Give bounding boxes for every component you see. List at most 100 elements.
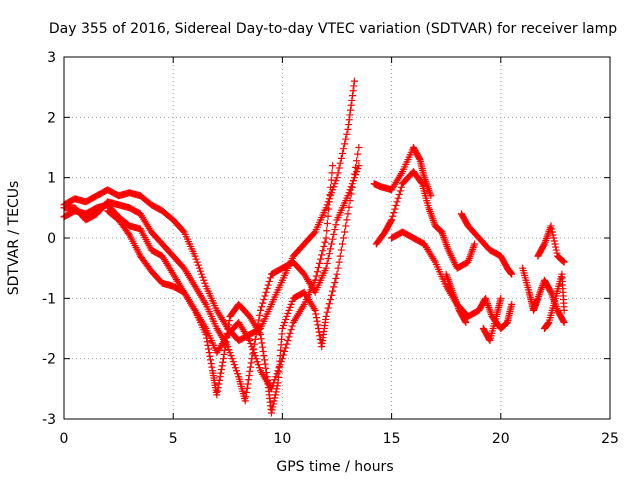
x-tick-label: 5 bbox=[169, 431, 178, 447]
data-point bbox=[255, 364, 263, 372]
data-point bbox=[317, 255, 325, 263]
data-point bbox=[355, 162, 363, 170]
data-point bbox=[313, 317, 321, 325]
data-point bbox=[336, 159, 344, 167]
data-point bbox=[336, 252, 344, 260]
data-point bbox=[203, 338, 211, 346]
data-point bbox=[355, 144, 363, 151]
data-point bbox=[271, 391, 279, 399]
data-point bbox=[549, 231, 557, 239]
data-point bbox=[342, 222, 350, 230]
data-point bbox=[213, 391, 221, 399]
data-point bbox=[269, 403, 277, 411]
data-point bbox=[225, 321, 233, 329]
data-point bbox=[288, 322, 296, 330]
data-point bbox=[205, 349, 213, 357]
data-point bbox=[415, 154, 423, 162]
data-point bbox=[256, 311, 264, 319]
data-point bbox=[244, 380, 252, 388]
data-point bbox=[198, 270, 206, 278]
data-point bbox=[560, 318, 568, 326]
data-point bbox=[252, 331, 260, 339]
data-point bbox=[229, 358, 237, 366]
data-point bbox=[273, 370, 281, 378]
data-point bbox=[225, 346, 233, 354]
data-point bbox=[249, 346, 257, 354]
data-point bbox=[217, 369, 225, 377]
data-point bbox=[350, 77, 358, 85]
data-point bbox=[560, 258, 568, 266]
data-point bbox=[278, 325, 286, 332]
data-point bbox=[325, 250, 333, 258]
data-point bbox=[338, 150, 346, 158]
data-point bbox=[246, 337, 254, 345]
data-point bbox=[288, 297, 296, 305]
data-point bbox=[219, 358, 227, 366]
data-point bbox=[334, 264, 342, 272]
data-point bbox=[387, 217, 395, 225]
data-point bbox=[471, 240, 479, 248]
data-point bbox=[254, 321, 262, 329]
data-point bbox=[276, 361, 284, 369]
data-point bbox=[397, 183, 405, 191]
data-point bbox=[335, 258, 343, 266]
data-point bbox=[261, 360, 269, 368]
data-point bbox=[219, 355, 227, 363]
data-point bbox=[347, 106, 355, 114]
data-point bbox=[350, 174, 358, 182]
data-point bbox=[322, 312, 330, 320]
data-point bbox=[332, 274, 340, 282]
data-point bbox=[258, 303, 266, 311]
data-point bbox=[392, 201, 400, 209]
data-point bbox=[333, 174, 341, 182]
data-point bbox=[324, 212, 332, 220]
data-point bbox=[258, 339, 266, 347]
data-point bbox=[343, 130, 351, 138]
data-point bbox=[332, 177, 340, 185]
data-point bbox=[245, 376, 253, 384]
data-point bbox=[331, 279, 339, 287]
y-tick-label: -1 bbox=[42, 291, 56, 307]
data-point bbox=[326, 245, 334, 253]
data-point bbox=[264, 281, 272, 289]
data-point bbox=[266, 274, 274, 282]
data-point bbox=[247, 359, 255, 367]
data-point bbox=[323, 220, 331, 228]
data-point bbox=[281, 318, 289, 326]
data-point bbox=[270, 397, 278, 405]
data-point bbox=[271, 394, 279, 402]
data-point bbox=[323, 227, 331, 235]
data-point bbox=[310, 229, 318, 237]
data-point bbox=[284, 337, 292, 345]
data-point bbox=[338, 240, 346, 248]
data-point bbox=[353, 157, 361, 165]
data-point bbox=[284, 309, 292, 317]
data-point bbox=[270, 379, 278, 387]
data-point bbox=[241, 397, 249, 405]
data-point bbox=[269, 382, 277, 390]
data-point bbox=[394, 194, 402, 202]
data-point bbox=[329, 162, 337, 170]
data-point bbox=[314, 264, 322, 272]
data-point bbox=[344, 125, 352, 133]
data-point bbox=[323, 259, 331, 267]
data-point bbox=[200, 276, 208, 284]
data-point bbox=[221, 346, 229, 354]
data-point bbox=[179, 227, 187, 235]
data-point bbox=[540, 241, 548, 249]
data-point bbox=[559, 258, 567, 266]
y-tick-label: 0 bbox=[47, 231, 56, 247]
data-point bbox=[268, 406, 276, 414]
data-point bbox=[259, 299, 267, 307]
data-point bbox=[286, 303, 294, 311]
data-point bbox=[348, 96, 356, 104]
data-point bbox=[194, 261, 202, 269]
data-point bbox=[218, 362, 226, 370]
data-point bbox=[269, 400, 277, 408]
data-point bbox=[262, 288, 270, 296]
data-point bbox=[251, 335, 259, 343]
data-point bbox=[246, 367, 254, 375]
data-point bbox=[345, 203, 353, 211]
data-point bbox=[328, 240, 336, 248]
data-point bbox=[485, 335, 493, 343]
